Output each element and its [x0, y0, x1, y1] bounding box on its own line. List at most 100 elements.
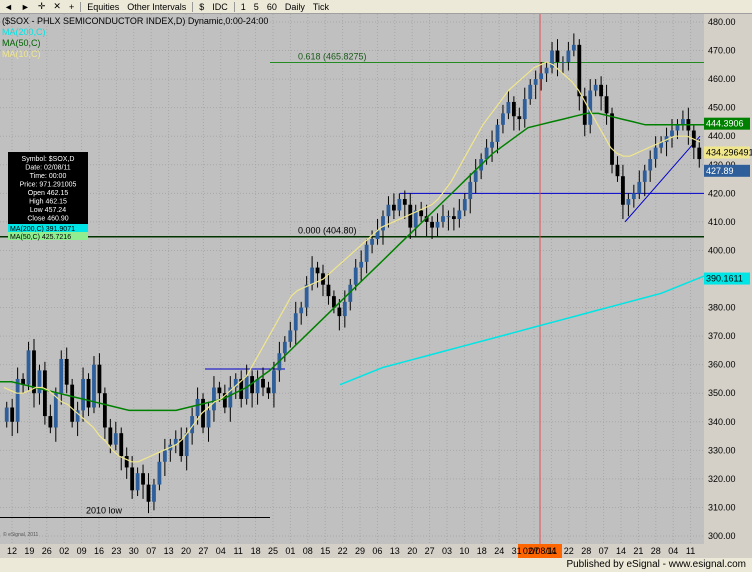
candle-body — [468, 181, 473, 200]
candle-body — [664, 136, 669, 142]
candle-body — [670, 130, 674, 137]
candle-body — [250, 376, 255, 394]
candle-body — [435, 221, 440, 228]
candle-body — [397, 199, 402, 211]
candle-body — [130, 467, 135, 491]
candle-body — [157, 461, 162, 485]
candle-body — [353, 267, 358, 285]
toolbar-item[interactable]: IDC — [212, 1, 228, 12]
candle-body — [179, 438, 184, 457]
candle-body — [86, 378, 91, 408]
x-tick-label: 07 — [146, 546, 156, 556]
x-tick-label: 18 — [251, 546, 261, 556]
candle-body — [681, 119, 685, 125]
candle-body — [195, 398, 200, 417]
candle-body — [697, 147, 702, 160]
y-tick-label: 370.00 — [708, 331, 736, 341]
toolbar-item[interactable]: ► — [20, 1, 30, 12]
price-tags: 444.3906 434.296491 427.89 390.1611 — [704, 117, 752, 285]
x-tick-label: 18 — [477, 546, 487, 556]
candle-body — [648, 159, 653, 171]
candle-body — [446, 216, 451, 218]
x-tick-label: 20 — [181, 546, 191, 556]
candle-body — [484, 147, 489, 160]
candle-body — [102, 393, 107, 428]
toolbar-item[interactable]: $ — [199, 1, 205, 12]
ma50-line — [0, 112, 704, 412]
price-tag-label: 427.89 — [706, 166, 734, 176]
y-tick-label: 450.00 — [708, 103, 736, 113]
chart-toolbar: ◄ ► ✛ ✕ + Equities Other Intervals $ IDC 1 5 60 Dail… — [0, 0, 752, 14]
toolbar-item[interactable]: + — [68, 1, 75, 12]
fib-000-label: 0.000 (404.80) — [298, 226, 357, 236]
price-tag-label: 444.3906 — [706, 119, 744, 129]
y-tick-label: 350.00 — [708, 388, 736, 398]
candle-body — [190, 416, 195, 434]
toolbar-item[interactable]: ✛ — [37, 1, 46, 11]
candle-body — [571, 44, 576, 51]
x-tick-label: 07 — [599, 546, 609, 556]
cursor-date-label: 02/08/11 — [523, 546, 557, 556]
candle-body — [550, 50, 554, 68]
x-tick-label: 03 — [442, 546, 452, 556]
toolbar-item[interactable]: ◄ — [4, 1, 13, 12]
x-tick-label: 08 — [303, 546, 313, 556]
candle-body — [75, 410, 80, 422]
candle-body — [593, 84, 598, 91]
toolbar-item[interactable]: Tick — [312, 1, 330, 12]
candle-body — [261, 378, 265, 388]
ma-legend: MA(200,C)MA(50,C)MA(10,C) — [2, 27, 46, 59]
candle-body — [364, 244, 369, 262]
toolbar-separator — [192, 1, 194, 12]
candle-body — [544, 67, 549, 74]
x-tick-label: 27 — [425, 546, 435, 556]
toolbar-item[interactable]: Daily — [284, 1, 305, 12]
candle-body — [370, 239, 374, 245]
candle-body — [495, 124, 500, 142]
candle-body — [315, 267, 320, 274]
candle-body — [451, 216, 456, 220]
candle-body — [37, 370, 42, 394]
price-tag-bg — [704, 164, 750, 177]
y-tick-label: 330.00 — [708, 445, 736, 455]
x-tick-label: 06 — [372, 546, 382, 556]
x-tick-label: 11 — [234, 546, 243, 556]
candle-body — [310, 267, 315, 285]
toolbar-item[interactable]: 5 — [253, 1, 259, 12]
cursor-box-row: Low 457.24 — [30, 207, 66, 214]
toolbar-item[interactable]: Other Intervals — [127, 1, 187, 12]
x-tick-label: 28 — [581, 546, 591, 556]
candle-body — [10, 407, 15, 422]
candle-body — [332, 296, 336, 308]
candle-body — [141, 473, 145, 485]
cursor-box-bg — [8, 152, 88, 238]
candle-body — [21, 378, 25, 385]
toolbar-item[interactable]: 1 — [240, 1, 246, 12]
toolbar-item[interactable]: ✕ — [53, 1, 61, 11]
candle-body — [92, 364, 96, 408]
candle-body — [501, 113, 505, 125]
candle-body — [408, 204, 413, 228]
candle-body — [201, 398, 205, 428]
candle-body — [53, 393, 58, 428]
candle-body — [97, 364, 102, 394]
toolbar-item[interactable]: Equities — [87, 1, 120, 12]
candle-body — [348, 284, 353, 302]
toolbar-item[interactable]: 60 — [266, 1, 277, 12]
candle-body — [621, 176, 625, 205]
candle-body — [59, 358, 64, 394]
fib-618-label: 0.618 (465.8275) — [298, 51, 367, 61]
candle-body — [293, 313, 298, 331]
cursor-box-row: Symbol: $SOX,D — [22, 156, 75, 163]
cursor-box-ma50: MA(50,C) 425.7216 — [10, 234, 71, 241]
candle-body — [222, 393, 227, 408]
candle-body — [108, 427, 113, 445]
x-tick-label: 21 — [633, 546, 643, 556]
x-tick-label: 30 — [129, 546, 139, 556]
y-tick-label: 460.00 — [708, 74, 736, 84]
legend-item: MA(50,C) — [2, 38, 41, 48]
price-tag-bg — [704, 146, 750, 159]
y-tick-label: 400.00 — [708, 245, 736, 255]
candle-body — [653, 147, 658, 160]
candle-body — [610, 113, 614, 165]
